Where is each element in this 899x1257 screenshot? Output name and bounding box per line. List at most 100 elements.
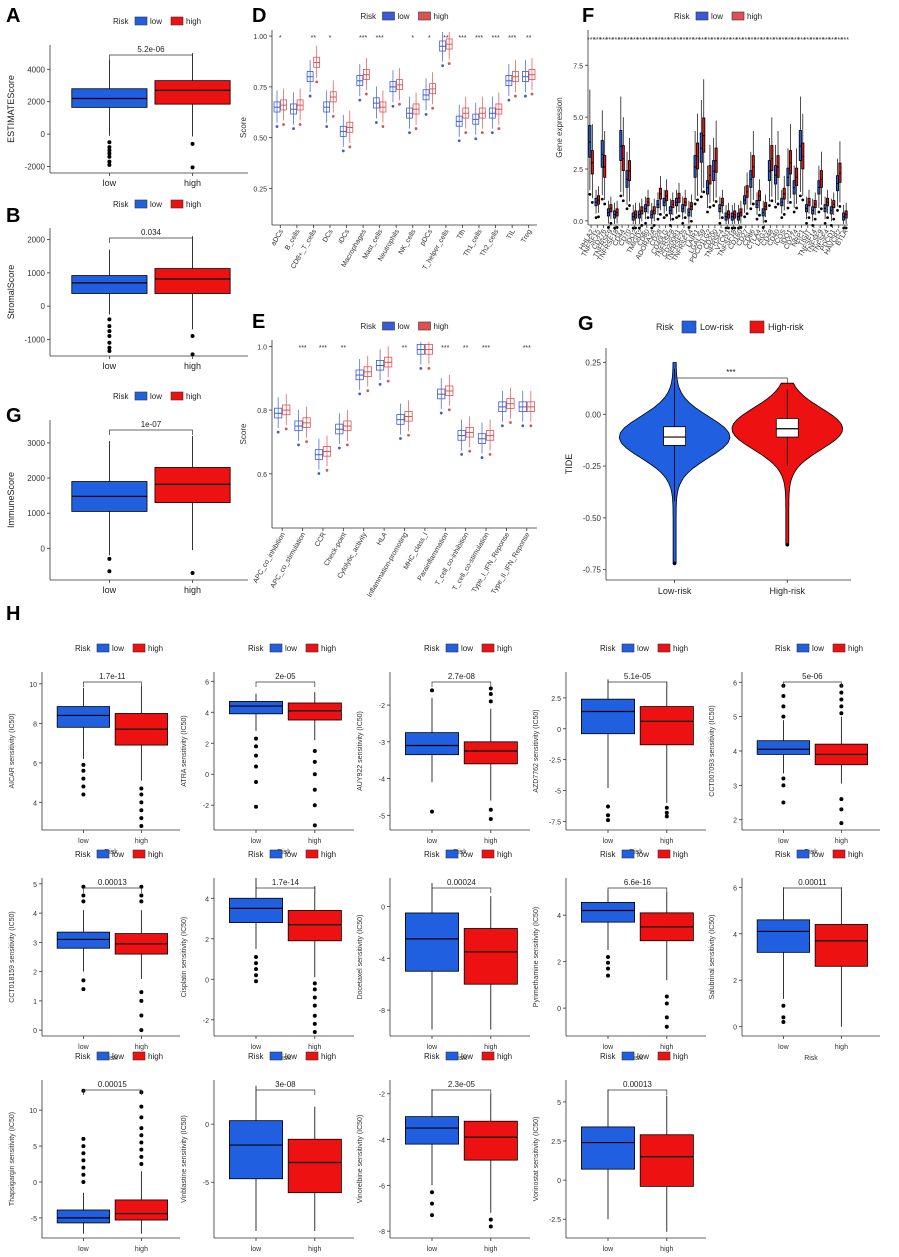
E-y-tick-label: 0.6: [257, 472, 267, 479]
H2-outlier-point: [312, 803, 317, 808]
chart-g1: 0 1000 2000 3000 low high 1e-07 ImmuneScore Risk…: [6, 391, 248, 595]
D-outlier-point: [308, 94, 312, 98]
F-legend-swatch-low: [695, 11, 709, 21]
E-signif-mark: **: [463, 345, 469, 352]
F-outlier-point: [665, 213, 669, 217]
panel-label-h: H: [6, 603, 20, 625]
F-signif-mark: ***: [612, 37, 620, 44]
E-outlier-point: [480, 456, 484, 459]
E-legend-label-high: high: [434, 322, 449, 331]
H7-legend-label-low: low: [285, 850, 297, 859]
E-outlier-point: [345, 443, 349, 447]
H5-y-label: CCT007093 sensitivity (IC50): [709, 705, 716, 796]
H13-box-low: [404, 1116, 459, 1145]
H12-legend-label-low: low: [285, 1052, 297, 1061]
H12-legend-label-high: high: [321, 1052, 336, 1061]
H7-legend-swatch-low: [269, 849, 283, 859]
H12-signif-bracket: [255, 1089, 316, 1095]
H5-outlier-point: [781, 704, 786, 709]
H11-y-tick-label: 5: [33, 1144, 37, 1151]
H9-x-label: Risk: [629, 1055, 643, 1062]
H10-outlier-point: [781, 1003, 786, 1008]
D-signif-mark: ***: [508, 35, 516, 42]
F-outlier-point: [758, 213, 761, 217]
F-signif-mark: ***: [723, 37, 731, 44]
H10-legend-swatch-low: [796, 849, 810, 859]
F-outlier-point: [675, 216, 678, 220]
H7-y-tick-label: 0: [205, 977, 209, 984]
B-y-label: StromalScore: [6, 265, 16, 320]
E-outlier-point: [419, 366, 423, 370]
D-outlier-point: [292, 127, 295, 130]
D-outlier-point: [524, 94, 527, 98]
H14-pvalue: 0.00013: [623, 1080, 652, 1089]
H6-y-tick-label: 1: [33, 999, 37, 1006]
F-outlier-point: [798, 194, 802, 198]
E-legend-swatch-low: [382, 321, 395, 331]
D-outlier-point: [315, 80, 319, 84]
H10-legend-label-high: high: [848, 850, 863, 859]
H7-y-label: Cisplatin sensitivity (IC50): [181, 917, 188, 998]
F-box-CD44-low: [619, 130, 623, 161]
F-signif-mark: ***: [828, 37, 836, 44]
H10-y-label: Salubrinal sensitivity (IC50): [709, 915, 716, 1000]
D-outlier-point: [490, 131, 494, 135]
H6-outlier-point: [81, 987, 86, 992]
H9-y-tick-label: 0: [557, 1006, 561, 1013]
H1-x-tick-label: low: [78, 838, 89, 845]
D-outlier-point: [325, 125, 329, 128]
F-signif-mark: ***: [680, 37, 688, 44]
H6-outlier-point: [139, 1013, 144, 1018]
panel-label-d: D: [252, 5, 266, 27]
G1-legend-swatch-high: [170, 391, 184, 401]
H5-legend-swatch-low: [796, 643, 810, 653]
B-outlier-point: [190, 334, 195, 339]
chart-h9: 0 2 4 low high 6.6e-16 Pyrimethamine sensitivi…: [533, 849, 706, 1062]
E-outlier-point: [509, 421, 512, 424]
H10-x-tick-label: low: [778, 1044, 789, 1051]
H13-box-high: [463, 1120, 518, 1161]
H9-outlier-point: [606, 966, 610, 971]
H3-y-tick-label: -5: [379, 813, 385, 820]
E-outlier-point: [284, 427, 288, 431]
F-signif-mark: ***: [667, 37, 675, 44]
H13-legend-label-low: low: [461, 1052, 473, 1061]
D-outlier-point: [348, 145, 352, 149]
G2-y-tick-label: -0.25: [583, 462, 602, 471]
H6-outlier-point: [139, 1028, 144, 1033]
H6-y-tick-label: 3: [33, 940, 37, 947]
F-y-tick-label: 2.5: [573, 167, 583, 174]
H11-outlier-point: [81, 1172, 86, 1177]
G1-legend-title: Risk: [113, 392, 130, 401]
H11-legend-label-high: high: [148, 1052, 163, 1061]
H9-legend-label-low: low: [637, 850, 649, 859]
A-legend-swatch-low: [134, 16, 148, 26]
H10-outlier-point: [781, 1020, 786, 1025]
F-box-LAIR1-high: [696, 142, 700, 170]
F-signif-mark: ***: [804, 37, 812, 44]
A-legend-label-high: high: [186, 17, 201, 26]
A-box-high: [154, 80, 231, 105]
F-signif-mark: ***: [742, 37, 750, 44]
D-x-tick-label: Treg: [520, 228, 533, 244]
F-outlier-point: [628, 204, 631, 207]
H4-x-tick-label: low: [603, 838, 614, 845]
H3-x-tick-label: high: [484, 838, 497, 845]
H11-outlier-point: [81, 1158, 86, 1163]
F-outlier-point: [761, 226, 765, 229]
G1-outlier-point: [190, 570, 195, 575]
G1-legend-label-high: high: [186, 392, 201, 401]
H14-y-label: Vorinostat sensitivity (IC50): [533, 1117, 540, 1202]
H3-y-tick-label: -3: [379, 740, 385, 747]
H1-y-tick-label: 4: [33, 800, 37, 807]
H4-signif-bracket: [607, 681, 668, 687]
H11-outlier-point: [81, 1136, 86, 1141]
A-outlier-point: [107, 140, 112, 145]
H4-x-tick-label: high: [660, 838, 673, 845]
F-legend-swatch-high: [731, 11, 745, 21]
D-outlier-point: [408, 131, 411, 135]
H10-box-high: [814, 924, 868, 967]
D-legend-swatch-low: [382, 11, 395, 21]
H13-x-tick-label: low: [427, 1246, 438, 1253]
